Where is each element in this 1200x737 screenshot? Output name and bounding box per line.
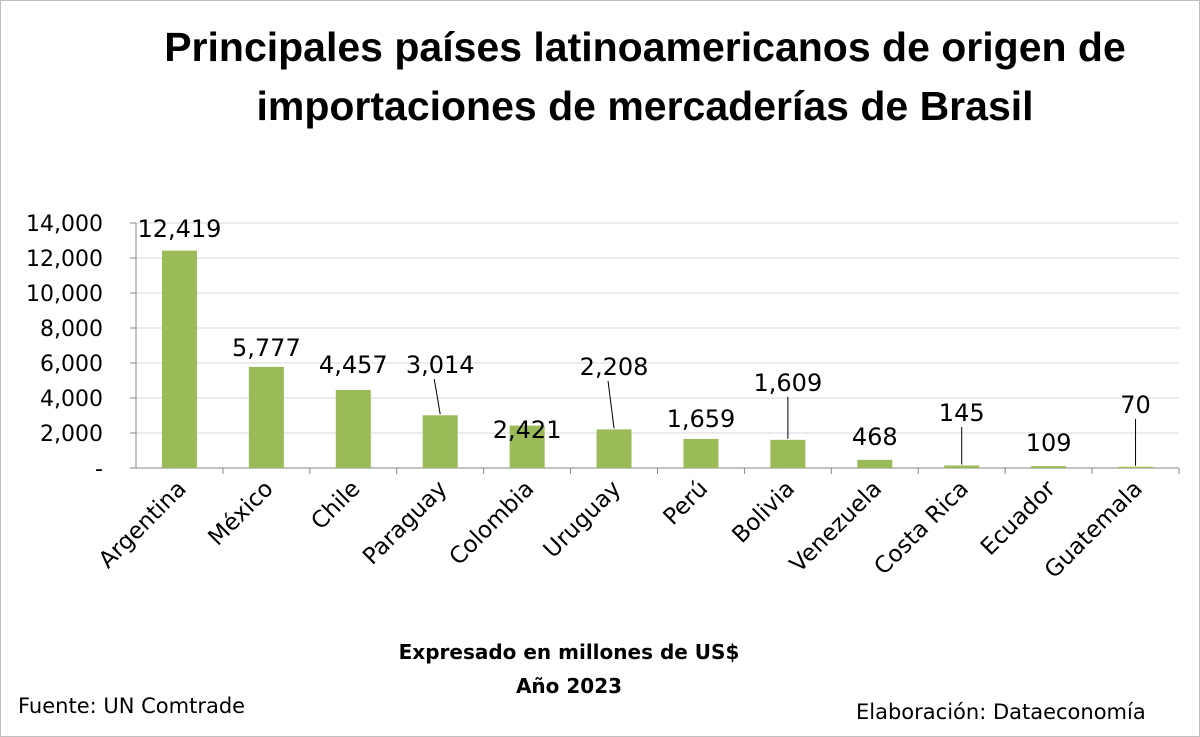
leader-line bbox=[433, 378, 441, 415]
bar-venezuela bbox=[857, 459, 893, 468]
category-label: Paraguay bbox=[358, 476, 452, 570]
y-tick-label: 14,000 bbox=[26, 212, 103, 237]
bar-ecuador bbox=[1031, 466, 1067, 468]
data-label: 2,208 bbox=[580, 353, 649, 381]
credit-note: Elaboración: Dataeconomía bbox=[856, 700, 1146, 724]
data-label: 1,609 bbox=[754, 369, 823, 397]
chart-subtitle-year: Año 2023 bbox=[515, 674, 623, 698]
chart-subtitle-units: Expresado en millones de US$ bbox=[398, 640, 740, 664]
bar-costa-rica bbox=[944, 465, 980, 468]
data-label: 5,777 bbox=[232, 334, 301, 362]
y-tick-label: 6,000 bbox=[40, 352, 103, 377]
data-label: 3,014 bbox=[406, 351, 475, 379]
y-tick-label: 2,000 bbox=[40, 422, 103, 447]
y-tick-label: - bbox=[95, 457, 103, 482]
data-label: 4,457 bbox=[319, 351, 388, 379]
category-label: Uruguay bbox=[539, 476, 627, 564]
y-tick-label: 4,000 bbox=[40, 387, 103, 412]
bar-uruguay bbox=[596, 429, 632, 468]
bar-argentina bbox=[161, 250, 197, 468]
category-label: Bolivia bbox=[727, 476, 800, 549]
bar-paraguay bbox=[422, 415, 458, 468]
category-label: Colombia bbox=[445, 476, 540, 571]
category-label: Costa Rica bbox=[870, 476, 974, 580]
bar-bolivia bbox=[770, 439, 806, 468]
data-label: 468 bbox=[852, 423, 898, 451]
data-label: 2,421 bbox=[493, 416, 562, 444]
category-label: Perú bbox=[659, 476, 714, 531]
data-label: 1,659 bbox=[667, 405, 736, 433]
bar-chile bbox=[335, 390, 371, 468]
category-label: Argentina bbox=[94, 476, 192, 574]
data-label: 12,419 bbox=[137, 215, 221, 243]
category-label: Chile bbox=[306, 476, 365, 535]
bar-perú bbox=[683, 438, 719, 468]
bar-colombia bbox=[509, 425, 545, 468]
data-label: 145 bbox=[939, 399, 985, 427]
data-label: 70 bbox=[1120, 391, 1151, 419]
bar-méxico bbox=[248, 366, 284, 468]
leader-line bbox=[607, 380, 615, 429]
bar-guatemala bbox=[1118, 466, 1154, 468]
y-tick-label: 8,000 bbox=[40, 317, 103, 342]
y-tick-label: 10,000 bbox=[26, 282, 103, 307]
chart-title: Principales países latinoamericanos de o… bbox=[164, 24, 1126, 129]
y-tick-label: 12,000 bbox=[26, 247, 103, 272]
data-label: 109 bbox=[1026, 429, 1072, 457]
category-label: México bbox=[203, 476, 278, 551]
category-label: Ecuador bbox=[976, 475, 1061, 560]
source-note: Fuente: UN Comtrade bbox=[18, 694, 246, 718]
